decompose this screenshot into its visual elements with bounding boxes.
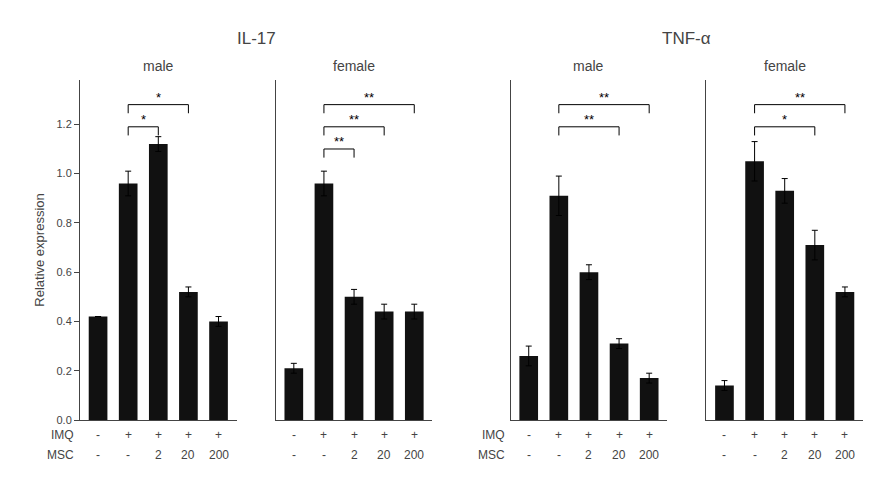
svg-text:IL-17: IL-17 <box>237 29 276 48</box>
svg-text:20: 20 <box>377 448 391 462</box>
svg-text:+: + <box>646 428 653 442</box>
svg-text:male: male <box>143 58 174 74</box>
svg-text:*: * <box>156 90 161 105</box>
svg-text:*: * <box>141 112 146 127</box>
svg-text:200: 200 <box>639 448 659 462</box>
svg-text:+: + <box>381 428 388 442</box>
svg-text:+: + <box>155 428 162 442</box>
svg-text:-: - <box>322 448 326 462</box>
svg-text:-: - <box>753 448 757 462</box>
svg-text:2: 2 <box>351 448 358 462</box>
svg-text:0.0: 0.0 <box>57 414 72 426</box>
svg-text:+: + <box>215 428 222 442</box>
svg-text:-: - <box>96 428 100 442</box>
svg-text:-: - <box>527 448 531 462</box>
svg-text:Relative expression: Relative expression <box>32 193 47 306</box>
svg-text:+: + <box>616 428 623 442</box>
svg-text:+: + <box>781 428 788 442</box>
svg-text:**: ** <box>795 90 805 105</box>
svg-text:-: - <box>722 448 726 462</box>
svg-text:-: - <box>722 428 726 442</box>
svg-text:2: 2 <box>585 448 592 462</box>
svg-text:+: + <box>811 428 818 442</box>
svg-text:*: * <box>782 112 787 127</box>
svg-text:1.0: 1.0 <box>57 167 72 179</box>
svg-text:-: - <box>96 448 100 462</box>
svg-text:20: 20 <box>612 448 626 462</box>
svg-text:TNF-α: TNF-α <box>662 29 711 48</box>
svg-text:20: 20 <box>808 448 822 462</box>
svg-text:+: + <box>411 428 418 442</box>
svg-text:0.6: 0.6 <box>57 266 72 278</box>
svg-text:0.4: 0.4 <box>57 315 72 327</box>
svg-text:2: 2 <box>155 448 162 462</box>
svg-text:-: - <box>557 448 561 462</box>
svg-text:+: + <box>751 428 758 442</box>
svg-text:**: ** <box>599 90 609 105</box>
svg-text:-: - <box>527 428 531 442</box>
svg-text:2: 2 <box>781 448 788 462</box>
svg-text:IMQ: IMQ <box>51 428 74 442</box>
svg-text:+: + <box>555 428 562 442</box>
svg-text:200: 200 <box>404 448 424 462</box>
svg-text:+: + <box>841 428 848 442</box>
svg-text:**: ** <box>584 112 594 127</box>
svg-text:IMQ: IMQ <box>482 428 505 442</box>
svg-text:**: ** <box>334 134 344 149</box>
svg-text:+: + <box>351 428 358 442</box>
svg-text:+: + <box>320 428 327 442</box>
svg-text:20: 20 <box>181 448 195 462</box>
svg-text:MSC: MSC <box>478 448 505 462</box>
svg-text:200: 200 <box>835 448 855 462</box>
svg-text:**: ** <box>349 112 359 127</box>
svg-text:female: female <box>333 58 375 74</box>
svg-text:200: 200 <box>209 448 229 462</box>
svg-text:0.2: 0.2 <box>57 365 72 377</box>
svg-text:+: + <box>585 428 592 442</box>
svg-text:-: - <box>292 448 296 462</box>
svg-text:female: female <box>764 58 806 74</box>
svg-text:-: - <box>292 428 296 442</box>
svg-text:+: + <box>125 428 132 442</box>
svg-text:+: + <box>185 428 192 442</box>
svg-text:0.8: 0.8 <box>57 217 72 229</box>
svg-text:-: - <box>126 448 130 462</box>
svg-text:MSC: MSC <box>47 448 74 462</box>
svg-text:**: ** <box>364 90 374 105</box>
svg-text:male: male <box>573 58 604 74</box>
svg-text:1.2: 1.2 <box>57 118 72 130</box>
